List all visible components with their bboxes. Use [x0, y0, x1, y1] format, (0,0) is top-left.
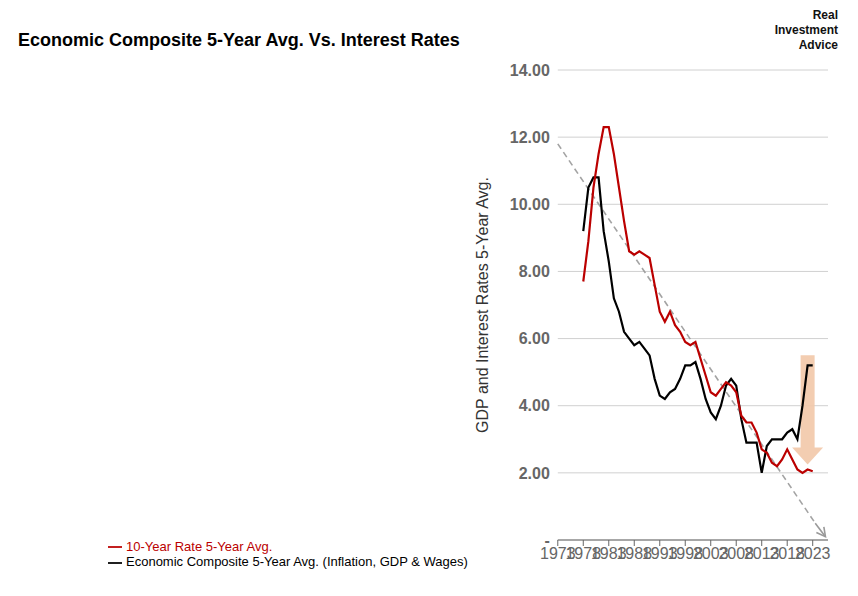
svg-text:14.00: 14.00 — [510, 62, 550, 79]
svg-text:1983: 1983 — [591, 545, 627, 563]
html-text:Real: Real — [812, 8, 838, 22]
svg-text:1978: 1978 — [565, 545, 602, 563]
svg-text:10.00: 10.00 — [510, 196, 550, 213]
html-text:10-Year Rate 5-Year Avg.: 10-Year Rate 5-Year Avg. — [126, 538, 273, 554]
svg-text:2008: 2008 — [718, 545, 754, 563]
svg-text:12.00: 12.00 — [510, 129, 550, 146]
svg-text:8.00: 8.00 — [519, 263, 550, 280]
svg-text:2023: 2023 — [795, 545, 831, 562]
svg-text:6.00: 6.00 — [519, 330, 550, 347]
svg-text:1988: 1988 — [616, 545, 653, 563]
svg-text:1993: 1993 — [642, 545, 678, 563]
svg-text:-: - — [544, 532, 549, 549]
html-text:Advice: Advice — [798, 38, 838, 52]
html-text:Economic Composite 5-Year Avg.: Economic Composite 5-Year Avg. Vs. Inter… — [18, 30, 460, 50]
svg-text:2013: 2013 — [743, 545, 780, 563]
svg-text:GDP and Interest Rates 5-Year: GDP and Interest Rates 5-Year Avg. — [474, 177, 491, 433]
svg-text:2.00: 2.00 — [519, 465, 550, 482]
svg-text:4.00: 4.00 — [519, 397, 550, 414]
html-text:Investment: Investment — [774, 23, 838, 37]
svg-text:2003: 2003 — [692, 545, 729, 563]
html-text:Economic Composite 5-Year Avg.: Economic Composite 5-Year Avg. (Inflatio… — [126, 554, 468, 570]
svg-text:2018: 2018 — [769, 545, 805, 563]
svg-text:1998: 1998 — [667, 545, 703, 563]
